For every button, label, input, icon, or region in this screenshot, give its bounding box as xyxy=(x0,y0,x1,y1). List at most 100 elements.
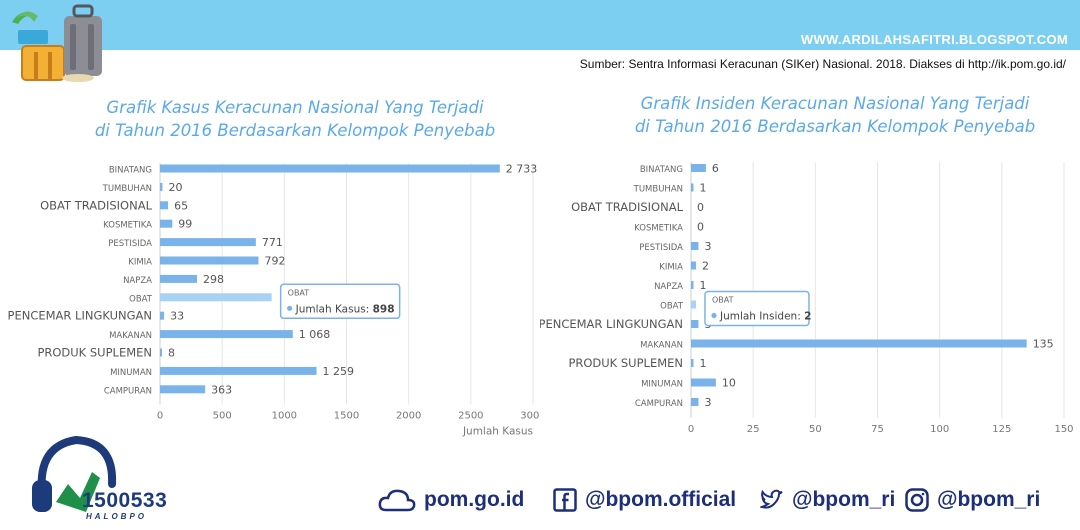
value-label: 363 xyxy=(211,383,232,396)
category-label: PESTISIDA xyxy=(108,239,152,249)
category-label: KOSMETIKA xyxy=(103,221,152,231)
suitcase-icon xyxy=(12,4,102,82)
value-label: 0 xyxy=(697,201,704,214)
tooltip-dot xyxy=(287,305,293,311)
value-label: 10 xyxy=(722,377,736,390)
category-label: PENCEMAR LINGKUNGAN xyxy=(8,309,152,323)
tooltip-label: Jumlah Kasus: xyxy=(295,303,373,315)
category-label: BINATANG xyxy=(640,165,683,175)
category-label: MINUMAN xyxy=(110,368,152,378)
social-instagram[interactable]: @bpom_ri xyxy=(905,488,1040,512)
tooltip: OBAT Jumlah Kasus: 898 xyxy=(279,283,401,320)
chart-left-title-line2: di Tahun 2016 Berdasarkan Kelompok Penye… xyxy=(94,121,496,140)
bar xyxy=(691,398,699,406)
facebook-icon xyxy=(553,488,577,512)
category-label: PRODUK SUPLEMEN xyxy=(37,346,152,360)
bar xyxy=(160,256,259,265)
x-tick-label: 2500 xyxy=(458,411,483,422)
x-tick-label: 100 xyxy=(930,424,949,435)
chart-left-title-line1: Grafik Kasus Keracunan Nasional Yang Ter… xyxy=(106,98,484,117)
x-tick-label: 150 xyxy=(1054,424,1073,435)
chart-right-title: Grafik Insiden Keracunan Nasional Yang T… xyxy=(630,92,1040,138)
x-tick-label: 50 xyxy=(809,424,822,435)
value-label: 792 xyxy=(264,255,285,268)
category-label: NAPZA xyxy=(654,282,683,292)
category-label: MAKANAN xyxy=(109,331,152,341)
x-tick-label: 0 xyxy=(688,424,694,435)
category-label: CAMPURAN xyxy=(104,386,152,396)
category-label: KIMIA xyxy=(659,263,683,273)
value-label: 1 xyxy=(699,182,706,195)
chart-right: 0255075100125150Jumlah InsidenBINATANG6T… xyxy=(540,162,1074,440)
x-tick-label: 3000 xyxy=(520,411,540,422)
x-tick-label: 25 xyxy=(747,424,760,435)
tooltip-dot xyxy=(711,312,717,319)
social-web[interactable]: pom.go.id xyxy=(378,488,524,512)
tooltip-box xyxy=(704,290,810,327)
category-label: KIMIA xyxy=(128,258,152,268)
category-label: NAPZA xyxy=(123,276,152,286)
bar xyxy=(691,242,699,250)
value-label: 2 xyxy=(702,260,709,273)
bar xyxy=(691,339,1027,348)
bar xyxy=(160,274,198,283)
header-banner xyxy=(0,0,1080,50)
site-url: WWW.ARDILAHSAFITRI.BLOGSPOT.COM xyxy=(800,32,1068,47)
category-label: TUMBUHAN xyxy=(102,184,152,194)
category-label: MINUMAN xyxy=(641,380,683,390)
bar xyxy=(160,330,293,339)
hotline-number: 1500533 xyxy=(82,489,168,512)
chart-left: 0 500 1000 1500 2000 2500 3000 Jumlah Kasus BINA… xyxy=(8,163,540,438)
source-note: Sumber: Sentra Informasi Keracunan (SIKe… xyxy=(579,57,1066,71)
category-label: PRODUK SUPLEMEN xyxy=(568,356,683,370)
bar xyxy=(691,261,696,270)
social-facebook[interactable]: @bpom.official xyxy=(553,488,736,512)
hotline-sub: HALOBPO xyxy=(86,512,147,521)
category-label: PESTISIDA xyxy=(639,243,683,253)
tooltip-label: Jumlah Insiden: xyxy=(719,311,804,323)
bar xyxy=(691,320,699,328)
bar xyxy=(160,164,500,173)
bar xyxy=(160,201,169,210)
bar xyxy=(691,164,706,172)
chart-left-title: Grafik Kasus Keracunan Nasional Yang Ter… xyxy=(90,96,500,142)
cloud-icon xyxy=(378,489,416,512)
value-label: 33 xyxy=(170,310,184,323)
category-label: OBAT xyxy=(660,302,684,312)
bar xyxy=(160,385,206,394)
category-label: KOSMETIKA xyxy=(634,224,683,234)
bar xyxy=(160,311,165,320)
chart-right-title-line2: di Tahun 2016 Berdasarkan Kelompok Penye… xyxy=(634,117,1036,136)
category-label: OBAT xyxy=(129,294,153,304)
x-tick-label: 75 xyxy=(871,424,884,435)
category-label: MAKANAN xyxy=(640,341,683,351)
category-label: OBAT TRADISIONAL xyxy=(40,198,152,212)
value-label: 65 xyxy=(174,199,188,212)
value-label: 2 733 xyxy=(506,163,537,176)
value-label: 1 259 xyxy=(323,365,355,378)
tooltip-box xyxy=(279,283,401,320)
chart-right-title-line1: Grafik Insiden Keracunan Nasional Yang T… xyxy=(640,94,1030,113)
value-label: 99 xyxy=(178,218,192,231)
category-label: BINATANG xyxy=(109,166,152,176)
tooltip-text: Jumlah Kasus: 898 xyxy=(295,303,395,315)
bar xyxy=(160,366,317,375)
category-label: OBAT TRADISIONAL xyxy=(571,200,683,214)
value-label: 6 xyxy=(712,162,719,175)
social-instagram-label: @bpom_ri xyxy=(937,488,1041,511)
social-twitter[interactable]: @bpom_ri xyxy=(760,488,895,512)
category-label: CAMPURAN xyxy=(635,399,683,409)
social-twitter-label: @bpom_ri xyxy=(792,488,896,511)
x-tick-label: 500 xyxy=(213,411,232,422)
bar xyxy=(160,348,162,357)
value-label: 1 xyxy=(699,357,706,370)
social-web-label: pom.go.id xyxy=(424,488,525,511)
bar xyxy=(691,183,694,192)
tooltip-category: OBAT xyxy=(712,296,734,305)
category-label: TUMBUHAN xyxy=(633,185,683,195)
social-facebook-label: @bpom.official xyxy=(585,488,737,511)
twitter-icon xyxy=(760,489,783,509)
bar xyxy=(691,281,694,289)
value-label: 1 xyxy=(699,279,706,292)
value-label: 771 xyxy=(262,236,283,249)
